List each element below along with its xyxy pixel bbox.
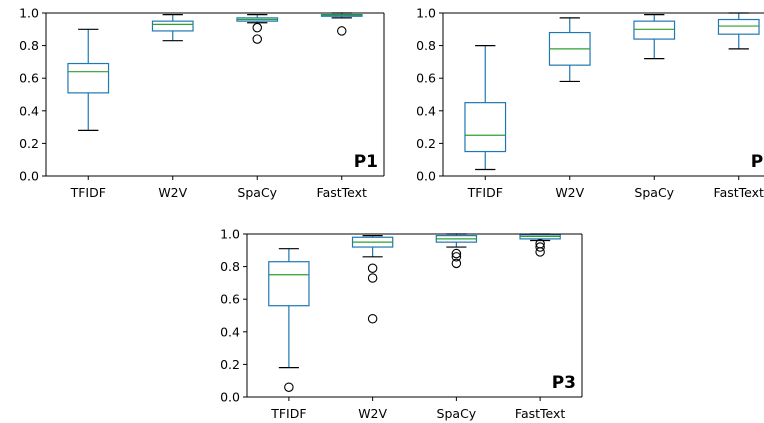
box-fasttext	[320, 12, 363, 36]
chart-panel-p3: 0.0 0.2 0.4 0.6 0.8 1.0 TFIDF W2V SpaCy FastText P…	[220, 227, 583, 421]
box-iqr	[633, 20, 676, 40]
chart-panel-p2: 0.0 0.2 0.4 0.6 0.8 1.0 TFIDF W2V SpaCy FastText P…	[416, 6, 764, 200]
y-tick-label: 0.0	[220, 390, 240, 405]
outlier-point	[336, 26, 347, 36]
outlier-point	[252, 22, 263, 33]
y-tick-label: 1.0	[416, 6, 436, 21]
chart-panel-p1: 0.0 0.2 0.4 0.6 0.8 1.0 TFIDF W2V SpaCy FastText P…	[19, 6, 385, 200]
y-tick-label: 0.4	[220, 324, 240, 339]
outlier-point	[367, 263, 378, 273]
y-tick-label: 0.6	[416, 71, 436, 86]
panel-label: P3	[552, 373, 576, 393]
x-tick-label: W2V	[358, 406, 387, 421]
y-tick-label: 1.0	[19, 6, 39, 21]
y-tick-label: 0.6	[220, 292, 240, 307]
x-tick-label: W2V	[158, 185, 187, 200]
y-tick-label: 0.8	[220, 259, 240, 274]
box-fasttext	[717, 12, 760, 50]
box-iqr	[268, 261, 310, 307]
outlier-point	[451, 248, 462, 259]
y-tick-label: 0.8	[19, 38, 39, 53]
box-iqr	[67, 62, 110, 94]
y-tick-label: 0.0	[416, 169, 436, 184]
outlier-point	[284, 382, 294, 392]
panel-label: P1	[354, 152, 378, 172]
x-tick-label: FastText	[317, 185, 367, 200]
box-spacy	[633, 14, 676, 60]
x-tick-label: SpaCy	[237, 185, 277, 200]
x-tick-label: TFIDF	[270, 406, 306, 421]
box-iqr	[464, 102, 507, 153]
y-tick-label: 0.8	[416, 38, 436, 53]
box-tfidf	[464, 44, 507, 171]
y-tick-label: 0.4	[416, 103, 436, 118]
box-w2v	[151, 14, 194, 42]
panel-label: P2	[751, 152, 764, 172]
y-tick-label: 0.0	[19, 169, 39, 184]
y-tick-label: 0.2	[19, 136, 39, 151]
y-tick-label: 0.4	[19, 103, 39, 118]
y-tick-label: 1.0	[220, 227, 240, 242]
box-spacy	[435, 233, 478, 269]
outlier-point	[367, 314, 378, 324]
box-spacy	[236, 14, 279, 44]
box-tfidf	[268, 248, 310, 392]
x-tick-label: TFIDF	[467, 185, 503, 200]
outlier-point	[535, 242, 545, 252]
outlier-point	[535, 247, 545, 257]
y-tick-label: 0.2	[416, 136, 436, 151]
box-iqr	[151, 20, 194, 32]
box-w2v	[351, 235, 394, 324]
outlier-point	[252, 34, 263, 44]
box-iqr	[717, 18, 760, 35]
box-tfidf	[67, 28, 110, 131]
box-fasttext	[519, 233, 561, 257]
box-w2v	[548, 17, 591, 83]
y-tick-label: 0.6	[19, 71, 39, 86]
x-tick-label: W2V	[555, 185, 584, 200]
outlier-point	[451, 252, 462, 262]
x-tick-label: FastText	[714, 185, 764, 200]
x-tick-label: TFIDF	[70, 185, 106, 200]
y-tick-label: 0.2	[220, 357, 240, 372]
x-tick-label: SpaCy	[437, 406, 477, 421]
outlier-point	[367, 273, 378, 283]
outlier-point	[451, 258, 462, 269]
x-tick-label: SpaCy	[634, 185, 674, 200]
x-tick-label: FastText	[515, 406, 565, 421]
